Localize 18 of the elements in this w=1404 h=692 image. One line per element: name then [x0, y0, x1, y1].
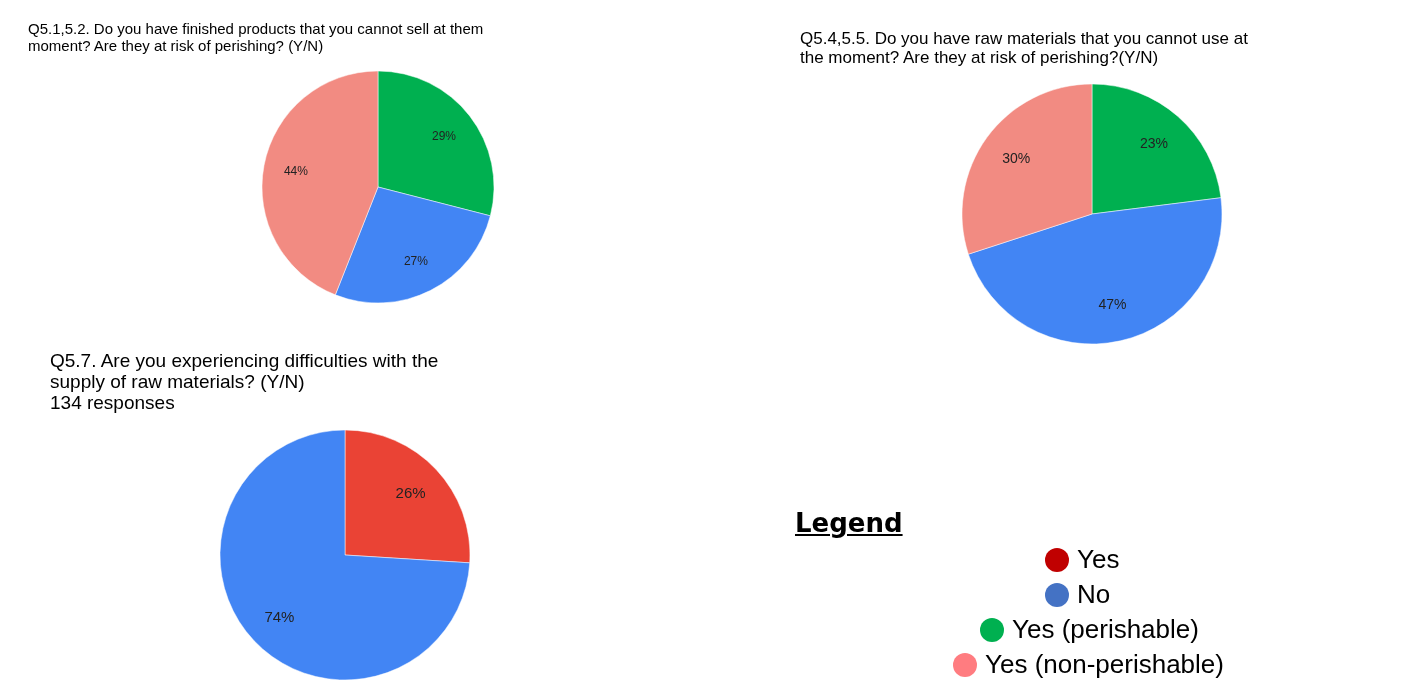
data-label: 23%	[1139, 134, 1168, 151]
data-label: 26%	[395, 484, 426, 502]
chart-title: Q5.1,5.2. Do you have finished products that you cannot sell at them moment? Are they at risk of perishing? (Y/N)	[28, 20, 484, 54]
category-label: No	[1077, 579, 1111, 610]
category-label: Yes (perishable)	[1012, 614, 1199, 645]
data-label: 30%	[1002, 149, 1031, 166]
data-label: 29%	[431, 128, 457, 143]
category-label: Yes (non-perishable)	[985, 649, 1224, 680]
data-label: 74%	[264, 607, 295, 625]
chart-title: Q5.7. Are you experiencing difficulties with the supply of raw materials? (Y/N)	[50, 350, 439, 392]
chart-title: Q5.4,5.5. Do you have raw materials that you cannot use at the moment? Are they at risk of perishing?(Y/N)	[800, 29, 1249, 67]
data-label: 44%	[283, 164, 309, 179]
data-label: 47%	[1098, 296, 1127, 313]
chart-subtitle: 134 responses	[50, 392, 175, 413]
legend-title: Legend	[795, 508, 904, 538]
category-label: Yes	[1077, 544, 1120, 575]
data-label: 27%	[403, 254, 429, 269]
pie-slice	[219, 429, 470, 681]
